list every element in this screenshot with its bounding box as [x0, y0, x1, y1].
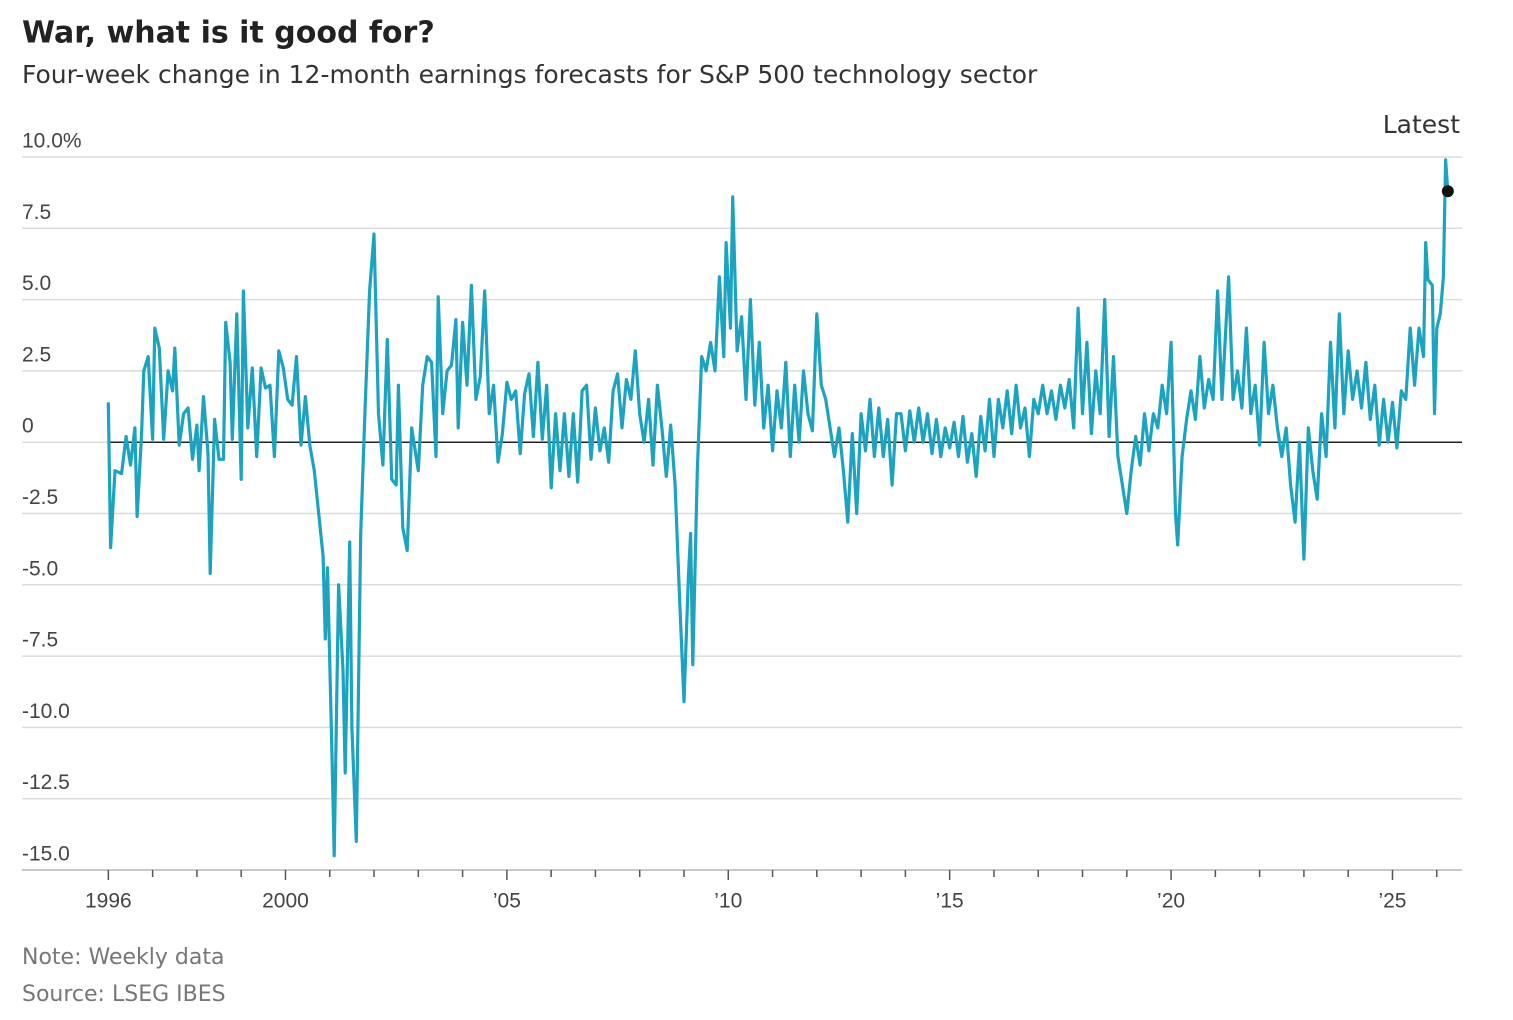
annotation: Latest [1383, 110, 1460, 139]
y-tick-label: 0 [22, 415, 34, 438]
y-tick-label: 7.5 [22, 201, 51, 224]
chart-title: War, what is it good for? [22, 16, 435, 51]
x-tick-label: ’20 [1157, 890, 1185, 913]
y-tick-label: 10.0% [22, 130, 82, 153]
y-tick-label: -15.0 [22, 843, 70, 866]
y-tick-label: -2.5 [22, 486, 58, 509]
y-tick-label: -12.5 [22, 771, 70, 794]
y-tick-label: -10.0 [22, 700, 70, 723]
latest-point [1441, 185, 1454, 198]
chart-subtitle: Four-week change in 12-month earnings fo… [22, 60, 1038, 89]
x-tick-label: ’10 [714, 890, 742, 913]
x-tick-label: 1996 [85, 890, 132, 913]
note: Note: Weekly data [22, 945, 224, 970]
source: Source: LSEG IBES [22, 982, 226, 1007]
y-tick-label: 2.5 [22, 343, 51, 366]
y-tick-label: -7.5 [22, 629, 58, 652]
series-line [106, 158, 1450, 858]
x-tick-label: ’25 [1378, 890, 1406, 913]
y-tick-label: -5.0 [22, 557, 58, 580]
y-tick-label: 5.0 [22, 272, 51, 295]
x-tick-label: 2000 [262, 890, 309, 913]
x-tick-label: ’05 [493, 890, 521, 913]
x-tick-label: ’15 [936, 890, 964, 913]
